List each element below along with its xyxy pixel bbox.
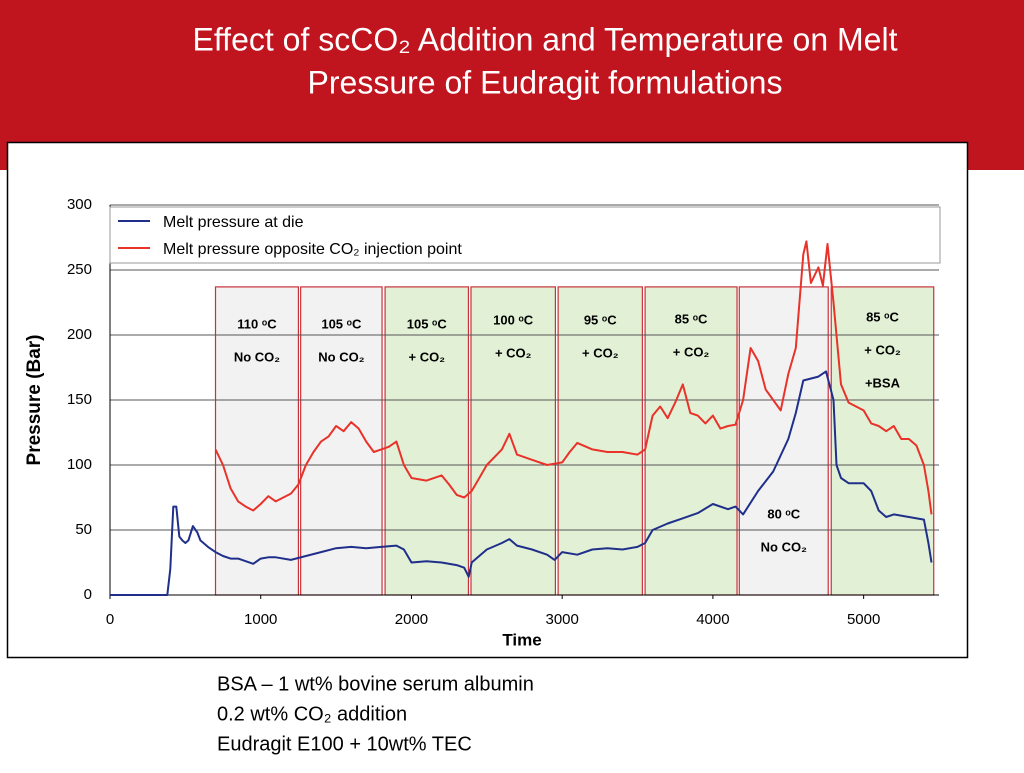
y-tick-label: 250 [67, 261, 92, 278]
y-tick-label: 0 [84, 586, 92, 603]
y-tick-label: 100 [67, 456, 92, 473]
region-label: 95 ᵒC [584, 312, 617, 327]
region-label: 80 ᵒC [767, 506, 800, 521]
x-axis-label: Time [502, 630, 541, 649]
x-tick-label: 5000 [847, 611, 880, 628]
region [830, 286, 935, 596]
region-label: 110 ᵒC [237, 316, 277, 331]
x-tick-label: 4000 [696, 611, 729, 628]
region [738, 286, 829, 596]
legend-box [109, 206, 941, 264]
note: BSA – 1 wt% bovine serum albumin [217, 673, 534, 695]
region [557, 286, 643, 596]
series-line [110, 370, 933, 596]
region-label: No CO₂ [234, 349, 280, 364]
note: 0.2 wt% CO₂ addition [217, 703, 407, 725]
x-tick-label: 0 [106, 611, 114, 628]
y-tick-label: 150 [67, 391, 92, 408]
region-label: + CO₂ [495, 345, 532, 360]
region [644, 286, 738, 596]
region [214, 286, 300, 596]
region-label: + CO₂ [864, 342, 901, 357]
legend-label: Melt pressure at die [163, 214, 304, 231]
title-line: Pressure of Eudragit formulations [308, 64, 783, 100]
title-band [0, 0, 1024, 170]
x-tick-label: 3000 [545, 611, 578, 628]
notes: BSA – 1 wt% bovine serum albumin 0.2 wt% … [217, 673, 534, 755]
note: Eudragit E100 + 10wt% TEC [217, 733, 472, 755]
y-tick-label: 300 [67, 196, 92, 213]
legend-label: Melt pressure opposite CO₂ injection poi… [163, 241, 462, 258]
series-line [214, 240, 933, 515]
region-label: + CO₂ [409, 349, 446, 364]
y-tick-label: 50 [75, 521, 92, 538]
title-line: Effect of scCO₂ Addition and Temperature… [193, 21, 898, 57]
region-label: No CO₂ [761, 539, 807, 554]
region-label: No CO₂ [318, 349, 364, 364]
region [300, 286, 383, 596]
x-tick-label: 2000 [395, 611, 428, 628]
region-label: 85 ᵒC [866, 309, 899, 324]
x-tick-label: 1000 [244, 611, 277, 628]
region-label: 105 ᵒC [407, 316, 448, 331]
region-label: +BSA [865, 375, 901, 390]
region-label: + CO₂ [582, 345, 619, 360]
plot: 110 ᵒC No CO₂ 105 ᵒC No CO₂ 105 ᵒC + CO₂ 100 ᵒ… [67, 196, 941, 628]
region-label: 105 ᵒC [321, 316, 362, 331]
region [470, 286, 556, 596]
y-axis-label: Pressure (Bar) [24, 335, 45, 466]
region-label: 100 ᵒC [493, 312, 534, 327]
y-tick-label: 200 [67, 326, 92, 343]
region-label: 85 ᵒC [675, 311, 708, 326]
region-label: + CO₂ [673, 344, 710, 359]
region [384, 286, 470, 596]
